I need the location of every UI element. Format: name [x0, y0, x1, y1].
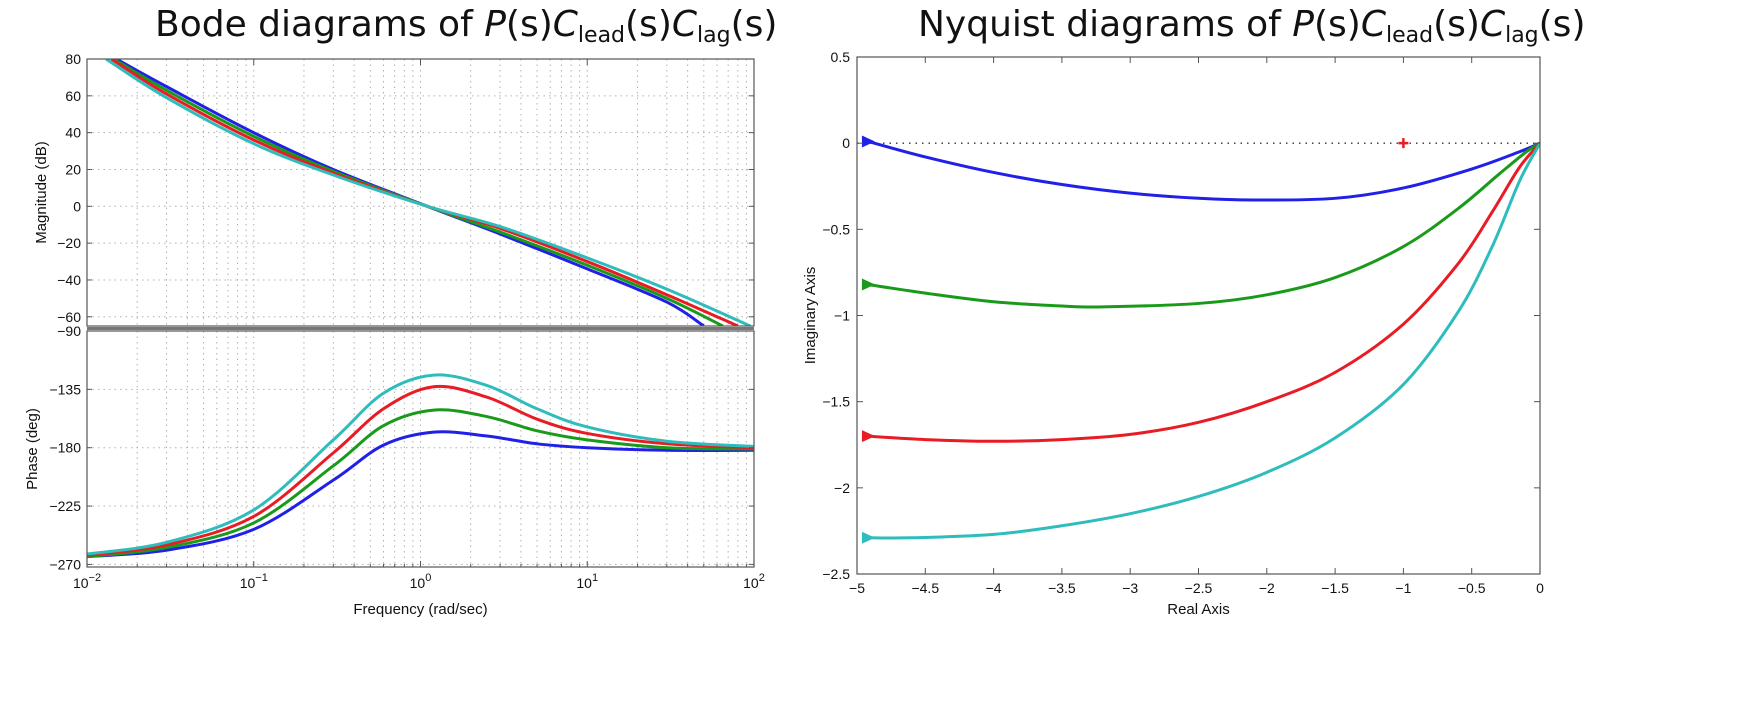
tick-base: 10: [743, 575, 759, 591]
magnitude-ytick-label: −20: [57, 235, 81, 251]
real-axis-tick-label: −3.5: [1048, 580, 1076, 596]
magnitude-ytick-label: 80: [65, 51, 81, 67]
tick-base: 10: [410, 575, 426, 591]
nyquist-arrow-green: [861, 278, 875, 291]
real-axis-tick-label: −5: [849, 580, 865, 596]
tick-exponent: −1: [255, 572, 268, 584]
nyquist-curve-cyan: [867, 142, 1540, 540]
nyquist-title-prefix: Nyquist diagrams of: [918, 4, 1293, 45]
bode-title-p: P: [484, 4, 506, 45]
real-axis-tick-label: −4.5: [911, 580, 939, 596]
real-axis-tick-label: −2.5: [1185, 580, 1213, 596]
bode-title-prefix: Bode diagrams of: [155, 4, 485, 45]
nyquist-xlabel: Real Axis: [1167, 601, 1230, 618]
imag-axis-tick-label: −2: [834, 480, 850, 496]
nyquist-curve-red: [867, 142, 1540, 443]
real-axis-tick-label: 0: [1536, 580, 1544, 596]
frequency-xtick-label: 102: [743, 572, 765, 591]
nyquist-title: Nyquist diagrams of P(s)Clead(s)Clag(s): [918, 4, 1586, 48]
magnitude-ytick-label: 20: [65, 161, 81, 177]
bode-title-sub-lead: lead: [577, 23, 626, 48]
nyquist-arrow-blue: [861, 135, 875, 148]
frequency-xtick-label: 101: [576, 572, 598, 591]
phase-series: [87, 373, 754, 559]
tick-exponent: −2: [89, 572, 102, 584]
nyquist-title-s1: (s): [1313, 4, 1361, 45]
nyquist-title-p: P: [1292, 4, 1314, 45]
frequency-xtick-label: 10−1: [240, 572, 268, 591]
magnitude-ytick-label: −40: [57, 272, 81, 288]
real-axis-tick-label: −2: [1259, 580, 1275, 596]
imag-axis-tick-label: −1: [834, 308, 850, 324]
tick-base: 10: [240, 575, 256, 591]
phase-line-red: [87, 384, 754, 557]
bode-title-s2: (s): [625, 4, 672, 45]
phase-line-cyan: [87, 373, 754, 556]
real-axis-tick-label: −1.5: [1321, 580, 1349, 596]
real-axis-tick-label: −3: [1122, 580, 1138, 596]
magnitude-ytick-label: 40: [65, 125, 81, 141]
nyquist-title-sub-lead: lead: [1385, 23, 1434, 48]
phase-ytick-label: −135: [49, 381, 81, 397]
nyquist-arrow-red: [861, 430, 875, 443]
real-axis-tick-label: −1: [1395, 580, 1411, 596]
frequency-xtick-label: 10−2: [73, 572, 101, 591]
phase-ylabel: Phase (deg): [24, 408, 41, 490]
frequency-xtick-label: 100: [410, 572, 432, 591]
nyquist-curve-blue: [867, 139, 1540, 202]
nyquist-curve-green: [867, 141, 1540, 309]
bode-xlabel: Frequency (rad/sec): [353, 601, 487, 618]
magnitude-ytick-label: 60: [65, 88, 81, 104]
magnitude-line-red: [110, 59, 739, 326]
nyquist-title-s3: (s): [1538, 4, 1586, 45]
bode-title-sub-lag: lag: [697, 23, 731, 48]
real-axis-tick-label: −0.5: [1458, 580, 1486, 596]
bode-title-s1: (s): [505, 4, 553, 45]
phase-line-blue: [87, 430, 754, 559]
nyquist-title-c2: C: [1479, 4, 1506, 45]
nyquist-ylabel: Imaginary Axis: [802, 267, 819, 365]
phase-ytick-label: −180: [49, 440, 81, 456]
phase-grid: [87, 331, 754, 567]
bode-title-c2: C: [671, 4, 698, 45]
nyquist-series: [861, 135, 1540, 544]
phase-ytick-label: −90: [57, 323, 81, 339]
phase-line-green: [87, 408, 754, 559]
bode-title: Bode diagrams of P(s)Clead(s)Clag(s): [155, 4, 777, 48]
nyquist-title-s2: (s): [1433, 4, 1480, 45]
magnitude-line-cyan: [105, 59, 751, 326]
phase-ytick-label: −270: [49, 556, 81, 572]
magnitude-line-blue: [115, 59, 705, 326]
magnitude-grid: [87, 59, 754, 326]
tick-base: 10: [576, 575, 592, 591]
imag-axis-tick-label: 0.5: [831, 49, 851, 65]
magnitude-ylabel: Magnitude (dB): [33, 141, 50, 244]
imag-axis-tick-label: 0: [842, 135, 850, 151]
tick-exponent: 1: [592, 572, 598, 584]
critical-point-marker: [1398, 138, 1409, 149]
imag-axis-tick-label: −1.5: [822, 394, 850, 410]
tick-exponent: 2: [759, 572, 765, 584]
nyquist-title-c1: C: [1360, 4, 1386, 45]
real-axis-tick-label: −4: [986, 580, 1002, 596]
nyquist-title-sub-lag: lag: [1505, 23, 1539, 48]
tick-exponent: 0: [425, 572, 431, 584]
magnitude-ytick-label: 0: [73, 198, 81, 214]
phase-ytick-label: −225: [49, 498, 81, 514]
nyquist-arrow-cyan: [861, 531, 875, 544]
bode-title-c1: C: [552, 4, 578, 45]
tick-base: 10: [73, 575, 89, 591]
bode-title-s3: (s): [730, 4, 778, 45]
imag-axis-tick-label: −2.5: [822, 566, 850, 582]
imag-axis-tick-label: −0.5: [822, 221, 850, 237]
magnitude-series: [105, 59, 751, 326]
magnitude-ytick-label: −60: [57, 309, 81, 325]
